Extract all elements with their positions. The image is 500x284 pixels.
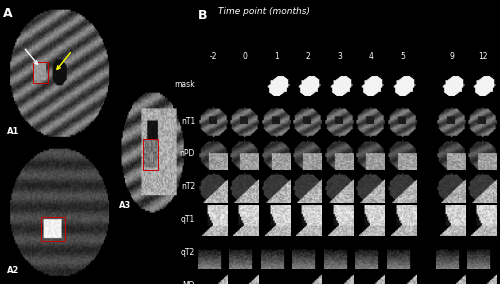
Text: 3: 3: [337, 53, 342, 61]
Bar: [142, 139, 158, 170]
Text: 1: 1: [274, 53, 279, 61]
Text: qT1: qT1: [181, 215, 195, 224]
Text: 9: 9: [449, 53, 454, 61]
Text: 2: 2: [306, 53, 310, 61]
Text: A2: A2: [7, 266, 20, 275]
Text: 5: 5: [400, 53, 405, 61]
Text: 4: 4: [368, 53, 374, 61]
Text: B: B: [198, 9, 207, 22]
Bar: [32, 62, 48, 83]
Text: A: A: [2, 7, 12, 20]
Bar: [42, 217, 64, 241]
Text: -2: -2: [210, 53, 217, 61]
Text: nT2: nT2: [181, 182, 195, 191]
Text: 0: 0: [242, 53, 248, 61]
Text: A3: A3: [119, 201, 132, 210]
Text: Time point (months): Time point (months): [218, 7, 310, 16]
Text: A1: A1: [7, 127, 20, 136]
Text: 12: 12: [478, 53, 488, 61]
Text: mask: mask: [174, 80, 195, 89]
Text: qT2: qT2: [181, 248, 195, 257]
Text: nT1: nT1: [181, 116, 195, 126]
Text: MD: MD: [182, 281, 195, 284]
Text: nPD: nPD: [180, 149, 195, 158]
